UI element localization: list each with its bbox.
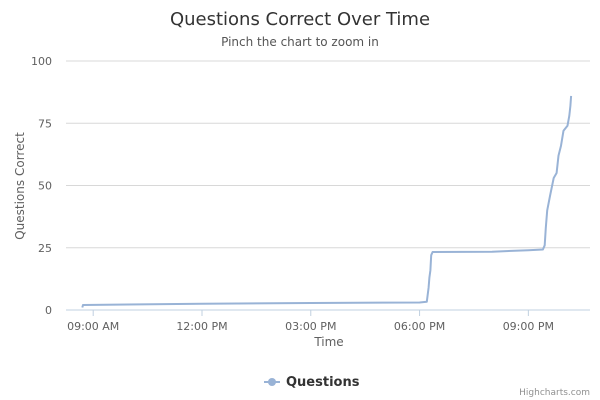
credits-link[interactable]: Highcharts.com bbox=[519, 388, 590, 398]
x-tick-marks bbox=[92, 310, 529, 316]
y-tick-label: 75 bbox=[38, 117, 52, 130]
y-tick-label: 25 bbox=[38, 242, 52, 255]
x-tick-label: 09:00 PM bbox=[503, 320, 554, 333]
y-axis-title: Questions Correct bbox=[13, 132, 27, 240]
x-tick-label: 06:00 PM bbox=[394, 320, 445, 333]
x-axis-title: Time bbox=[313, 335, 343, 349]
series-line-questions[interactable] bbox=[81, 95, 573, 308]
x-tick-label: 12:00 PM bbox=[176, 320, 227, 333]
grid-lines bbox=[66, 60, 590, 249]
series-layer[interactable] bbox=[81, 95, 573, 308]
legend-series-marker bbox=[268, 378, 276, 386]
y-tick-label: 0 bbox=[45, 304, 52, 317]
y-tick-label: 100 bbox=[31, 55, 52, 68]
x-tick-labels: 09:00 AM 12:00 PM 03:00 PM 06:00 PM 09:00 PM bbox=[67, 320, 554, 333]
y-tick-label: 50 bbox=[38, 180, 52, 193]
chart-subtitle: Pinch the chart to zoom in bbox=[221, 35, 379, 49]
y-tick-labels: 0 25 50 75 100 bbox=[31, 55, 52, 317]
legend-series-label[interactable]: Questions bbox=[286, 375, 360, 390]
x-tick-label: 09:00 AM bbox=[67, 320, 119, 333]
x-tick-label: 03:00 PM bbox=[285, 320, 336, 333]
legend[interactable]: Questions bbox=[264, 375, 360, 390]
chart-title: Questions Correct Over Time bbox=[170, 9, 430, 30]
